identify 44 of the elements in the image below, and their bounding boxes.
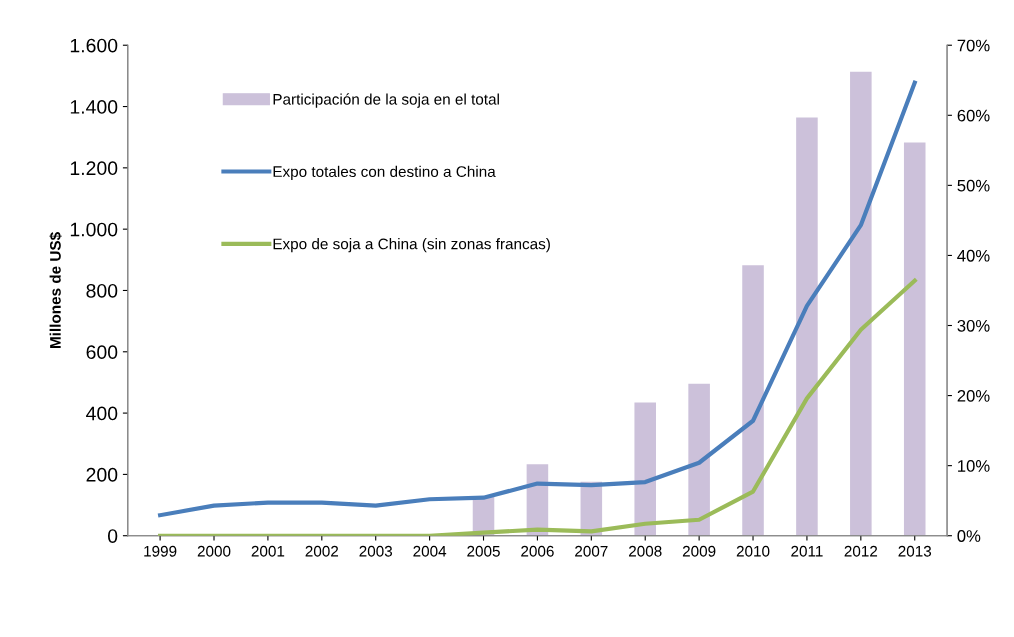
y-tick-label: 1.000 xyxy=(70,222,118,237)
y-axis-title: Millones de US$ xyxy=(49,232,62,349)
x-tick-label: 2004 xyxy=(413,545,447,557)
bar xyxy=(634,402,656,536)
y2-tick-label: 0% xyxy=(957,530,981,542)
bar xyxy=(850,71,872,536)
y-tick-label: 1.200 xyxy=(70,161,118,176)
y-tick-label: 1.400 xyxy=(70,100,118,114)
x-tick-label: 2007 xyxy=(575,545,608,557)
x-tick-label: 2001 xyxy=(251,545,285,557)
x-tick-label: 1999 xyxy=(144,545,177,557)
bar xyxy=(903,142,926,536)
x-tick-label: 2002 xyxy=(305,545,339,557)
y2-tick-label: 20% xyxy=(957,389,990,402)
x-tick-label: 2013 xyxy=(898,545,932,557)
x-tick-label: 2005 xyxy=(467,545,500,557)
x-tick-label: 2000 xyxy=(197,545,231,557)
legend-label: Expo totales con destino a China xyxy=(273,165,496,181)
y2-tick-label: 70% xyxy=(957,39,990,52)
y-tick-label: 800 xyxy=(86,283,118,298)
legend-label: Expo de soja a China (sin zonas francas) xyxy=(273,238,550,253)
x-tick-label: 2011 xyxy=(791,545,823,557)
bar xyxy=(742,265,764,536)
bar xyxy=(796,117,818,536)
y2-tick-label: 50% xyxy=(957,179,990,192)
legend-label: Participación de la soja en el total xyxy=(273,93,499,108)
bar xyxy=(688,383,710,536)
y-tick-label: 400 xyxy=(86,406,118,421)
y-tick-label: 1.600 xyxy=(70,38,118,53)
x-tick-label: 2009 xyxy=(682,545,716,557)
x-tick-label: 2003 xyxy=(359,545,393,557)
y-tick-label: 600 xyxy=(86,345,118,360)
y2-tick-label: 10% xyxy=(958,460,990,472)
y2-tick-label: 30% xyxy=(957,319,990,332)
x-tick-label: 2012 xyxy=(844,545,878,557)
x-tick-label: 2008 xyxy=(629,545,662,557)
line-series xyxy=(158,278,917,536)
y2-tick-label: 40% xyxy=(957,249,990,262)
x-tick-label: 2010 xyxy=(736,545,770,557)
line-series xyxy=(158,80,917,518)
x-tick-label: 2006 xyxy=(521,545,554,557)
y-tick-label: 200 xyxy=(86,467,118,482)
y2-tick-label: 60% xyxy=(957,109,990,122)
y-tick-label: 0 xyxy=(107,529,118,543)
